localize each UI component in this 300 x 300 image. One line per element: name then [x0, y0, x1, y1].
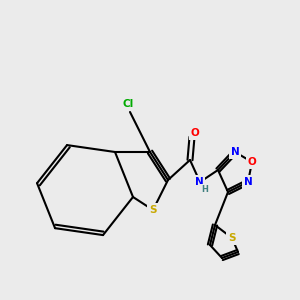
Text: H: H [202, 185, 208, 194]
Text: N: N [244, 177, 252, 187]
Text: S: S [228, 233, 236, 243]
Text: Cl: Cl [122, 99, 134, 109]
Text: S: S [149, 205, 157, 215]
Text: N: N [231, 147, 239, 157]
Text: N: N [195, 177, 203, 187]
Text: O: O [190, 128, 200, 138]
Text: O: O [248, 157, 256, 167]
